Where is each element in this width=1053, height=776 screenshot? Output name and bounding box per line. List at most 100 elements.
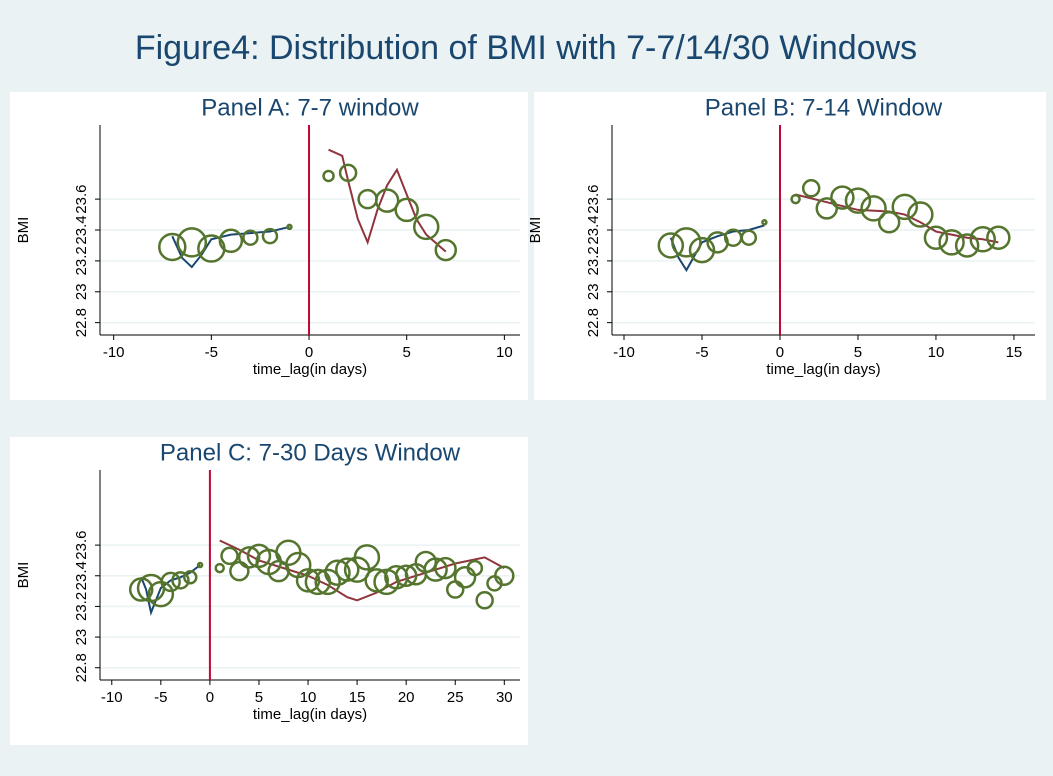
y-tick-label: 22.8 xyxy=(585,308,602,337)
x-tick-label: 10 xyxy=(300,689,317,706)
bubble xyxy=(176,227,208,258)
bubble xyxy=(237,546,261,569)
x-tick-label: 10 xyxy=(496,344,513,361)
panel-background xyxy=(534,92,1046,400)
y-axis-label: BMI xyxy=(15,217,32,244)
x-tick-label: -5 xyxy=(205,344,218,361)
x-axis-label: time_lag(in days) xyxy=(253,706,367,723)
bubble xyxy=(688,236,716,264)
x-tick-label: 0 xyxy=(206,689,214,706)
y-tick-label: 22.8 xyxy=(73,653,90,682)
x-tick-label: 15 xyxy=(349,689,366,706)
panel-title: Panel C: 7-30 Days Window xyxy=(160,439,461,466)
bubble xyxy=(891,193,919,221)
bubble xyxy=(969,226,996,253)
x-tick-label: -10 xyxy=(613,344,635,361)
x-axis-label: time_lag(in days) xyxy=(253,361,367,378)
bubble xyxy=(183,570,198,585)
bubble xyxy=(412,213,440,241)
bubble xyxy=(860,195,887,222)
panel-background xyxy=(10,437,528,745)
y-tick-label: 23.6 xyxy=(73,531,90,560)
x-tick-label: -10 xyxy=(101,689,123,706)
bubble xyxy=(214,562,225,574)
bubble xyxy=(907,201,934,228)
bubble xyxy=(877,211,901,234)
bubble xyxy=(324,559,351,586)
fit-line xyxy=(328,148,447,253)
y-tick-label: 23.6 xyxy=(585,185,602,214)
bubble xyxy=(423,557,448,582)
bubble xyxy=(322,169,335,183)
bubble xyxy=(295,568,321,593)
bubble xyxy=(242,229,259,246)
x-tick-label: 15 xyxy=(1006,344,1023,361)
bubble xyxy=(335,557,360,582)
x-tick-label: 0 xyxy=(305,344,313,361)
bubble xyxy=(160,571,181,593)
chart-title: Figure4: Distribution of BMI with 7-7/14… xyxy=(135,29,917,67)
bubble xyxy=(790,193,801,205)
bubble xyxy=(220,546,239,566)
panel: Panel A: 7-7 window 22.8 23 23.2 23.423.6 -10… xyxy=(10,92,528,400)
x-tick-label: 5 xyxy=(403,344,411,361)
panel-background xyxy=(10,92,528,400)
bubble xyxy=(218,228,244,254)
bubble xyxy=(466,559,484,577)
bubble xyxy=(923,225,949,250)
y-tick-label: 23.4 xyxy=(73,215,90,244)
x-axis-label: time_lag(in days) xyxy=(766,361,880,378)
y-tick-label: 23.4 xyxy=(585,215,602,244)
y-tick-label: 22.8 xyxy=(73,308,90,337)
panel-title: Panel B: 7-14 Window xyxy=(705,94,943,121)
bubble xyxy=(657,232,685,259)
panel: Panel B: 7-14 Window 22.8 23 23.2 23.423.6 -1… xyxy=(527,92,1046,400)
bubble xyxy=(158,232,187,262)
panel-title: Panel A: 7-7 window xyxy=(201,94,419,121)
bubble xyxy=(986,225,1011,250)
bubble xyxy=(314,568,341,596)
y-tick-label: 23.2 xyxy=(585,246,602,275)
x-tick-label: 0 xyxy=(776,344,784,361)
bubble xyxy=(671,227,702,258)
bubble xyxy=(494,565,515,587)
x-tick-label: -5 xyxy=(154,689,167,706)
bubble xyxy=(434,238,458,262)
bubble xyxy=(394,197,419,223)
y-tick-label: 23.6 xyxy=(73,185,90,214)
x-tick-label: 5 xyxy=(255,689,263,706)
bubble xyxy=(374,188,400,213)
bubble xyxy=(434,556,457,580)
x-tick-label: 30 xyxy=(496,689,513,706)
y-tick-label: 23 xyxy=(585,283,602,300)
y-tick-label: 23.2 xyxy=(73,592,90,621)
panel: Panel C: 7-30 Days Window22.82323.223.42… xyxy=(10,437,528,745)
bubble xyxy=(394,564,418,588)
x-tick-label: 25 xyxy=(447,689,464,706)
bubble xyxy=(830,185,855,210)
x-tick-label: -10 xyxy=(103,344,125,361)
bubble xyxy=(761,219,768,226)
y-tick-label: 23 xyxy=(73,629,90,646)
bubble xyxy=(338,163,358,183)
fit-line xyxy=(669,224,765,273)
bubble xyxy=(844,187,872,214)
y-axis-label: BMI xyxy=(15,562,32,589)
bubble xyxy=(364,568,389,593)
y-tick-label: 23.2 xyxy=(73,246,90,275)
y-tick-label: 23 xyxy=(73,283,90,300)
x-tick-label: 10 xyxy=(928,344,945,361)
bubble xyxy=(286,223,293,231)
bubble xyxy=(954,233,980,258)
x-tick-label: -5 xyxy=(695,344,708,361)
y-tick-label: 23.4 xyxy=(73,561,90,590)
bubble xyxy=(938,229,965,256)
bubble xyxy=(801,179,821,198)
bubble xyxy=(353,544,381,571)
bubble xyxy=(740,229,758,246)
y-axis-label: BMI xyxy=(527,217,544,244)
fit-line xyxy=(219,539,505,602)
x-tick-label: 5 xyxy=(854,344,862,361)
